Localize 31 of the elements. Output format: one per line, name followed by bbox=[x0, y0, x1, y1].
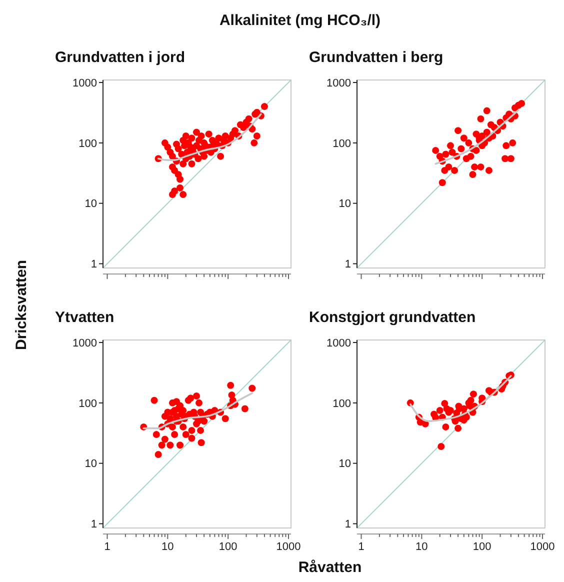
y-tick-label: 100 bbox=[332, 398, 351, 410]
x-tick-label: 1 bbox=[104, 541, 110, 553]
y-tick-label: 1 bbox=[90, 518, 97, 531]
x-tick-label: 1000 bbox=[276, 541, 301, 553]
y-tick-label: 100 bbox=[332, 138, 351, 150]
y-tick-label: 10 bbox=[338, 198, 351, 210]
y-tick-label: 1000 bbox=[72, 337, 97, 350]
y-tick-label: 1 bbox=[344, 518, 351, 531]
x-tick-label: 10 bbox=[162, 541, 174, 553]
y-tick-label: 10 bbox=[84, 198, 97, 210]
chart-title: Konstgjort grundvatten bbox=[309, 309, 476, 326]
y-tick-label: 10 bbox=[84, 458, 97, 470]
chart-title: Ytvatten bbox=[55, 309, 114, 326]
x-tick-label: 1 bbox=[358, 541, 364, 553]
chart-title: Grundvatten i jord bbox=[55, 49, 186, 66]
x-axis-title: Råvatten bbox=[298, 559, 362, 576]
text: Alkalinitet (mg HCO₃/l) bbox=[219, 12, 381, 29]
chart-title: Grundvatten i berg bbox=[309, 49, 444, 66]
x-tick-label: 100 bbox=[218, 541, 238, 553]
y-axis-title: Dricksvatten bbox=[13, 260, 30, 350]
y-tick-label: 1000 bbox=[326, 337, 351, 350]
x-tick-label: 10 bbox=[416, 541, 428, 553]
x-tick-label: 100 bbox=[472, 541, 492, 553]
y-tick-label: 1 bbox=[90, 258, 97, 271]
y-tick-label: 100 bbox=[78, 398, 97, 410]
y-tick-label: 100 bbox=[78, 138, 97, 150]
y-tick-label: 1 bbox=[344, 258, 351, 271]
y-tick-label: 10 bbox=[338, 458, 351, 470]
y-tick-label: 1000 bbox=[326, 77, 351, 90]
y-tick-label: 1000 bbox=[72, 77, 97, 90]
x-tick-label: 1000 bbox=[530, 541, 555, 553]
